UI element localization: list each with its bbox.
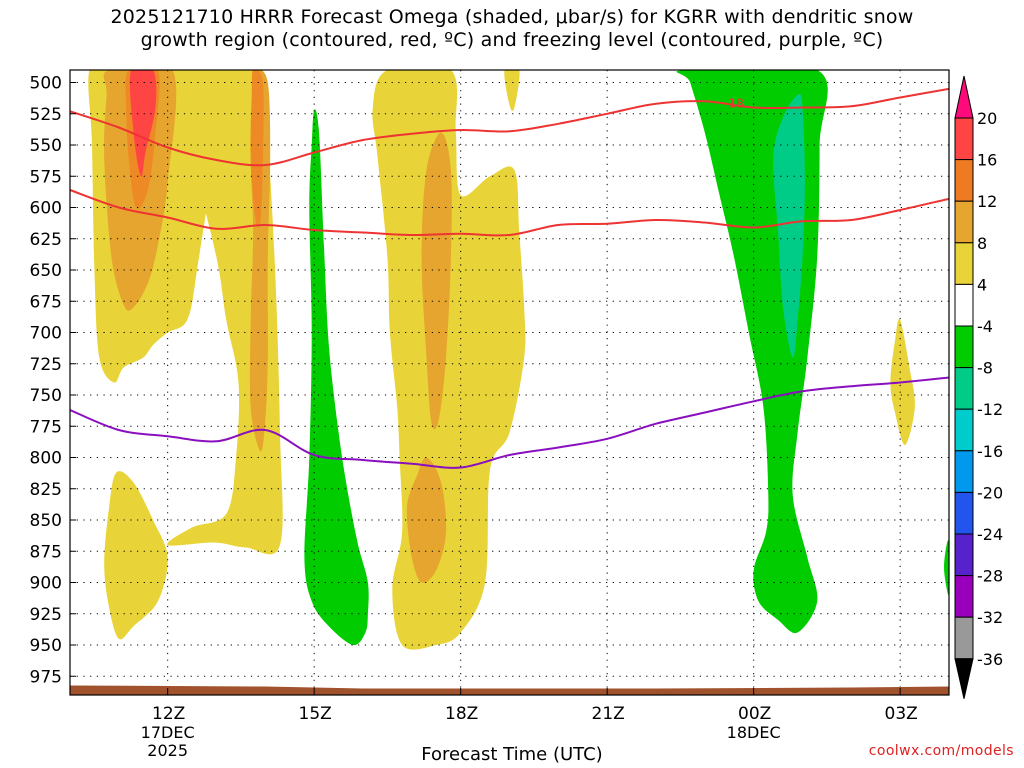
omega-region-neg4 [676,70,828,634]
colorbar-swatch [954,491,974,535]
colorbar-label: 16 [977,151,997,170]
y-tick-label: 850 [30,511,62,531]
dgz-top-contour [70,87,949,167]
colorbar-swatch [954,408,974,452]
x-tick-label: 15Z [299,704,332,724]
omega-region-neg4 [304,109,369,646]
colorbar-swatch [954,575,974,618]
y-tick-label: 775 [30,417,62,437]
chart-title: 2025121710 HRRR Forecast Omega (shaded, … [0,6,1024,52]
y-tick-label: 550 [30,136,62,156]
colorbar-swatch [954,200,974,244]
x-tick-label: 12Z [152,704,185,724]
colorbar-label: 20 [977,109,997,128]
colorbar-label: -8 [977,359,993,378]
colorbar-swatch [954,117,974,161]
colorbar: 20 16 12 8 4 -4 -8 -12 -16 -20 -24 -28 -32 -36 [954,75,1003,699]
y-tick-label: 825 [30,480,62,500]
omega-region-pos4 [104,471,168,640]
omega-region-pos8 [406,457,447,583]
colorbar-label: -28 [977,567,1003,586]
x-tick-date: 17DEC [141,723,195,742]
x-tick-date: 18DEC [727,723,781,742]
omega-region-neg4 [944,540,949,596]
colorbar-swatch [954,616,974,660]
ground-layer [70,685,949,695]
y-tick-label: 600 [30,199,62,219]
omega-region-pos8 [421,132,452,430]
x-tick-label: 18Z [445,704,478,724]
colorbar-top-triangle [954,75,974,119]
y-tick-label: 575 [30,167,62,187]
y-tick-label: 800 [30,449,62,469]
y-tick-label: 700 [30,324,62,344]
colorbar-bottom-triangle [954,658,974,699]
credit-text: coolwx.com/models [868,743,1014,759]
colorbar-label: -24 [977,525,1003,544]
y-tick-label: 750 [30,386,62,406]
dgz-contour-label: -18 [724,97,744,111]
chart-title-line1: 2025121710 HRRR Forecast Omega (shaded, … [110,6,914,28]
y-tick-label: 525 [30,105,62,125]
omega-region-pos4 [504,70,520,111]
omega-region-pos4 [372,70,526,650]
y-tick-label: 975 [30,667,62,687]
colorbar-swatch [954,242,974,285]
omega-region-pos12 [250,70,264,228]
y-tick-label: 925 [30,605,62,625]
ground-fill [70,685,949,695]
colorbar-label: 4 [977,275,987,294]
colorbar-swatch [954,367,974,410]
y-tick-label: 875 [30,542,62,562]
omega-region-neg8 [773,94,805,358]
y-tick-label: 725 [30,355,62,375]
y-tick-label: 675 [30,292,62,312]
x-tick-label: 03Z [885,704,918,724]
colorbar-label: -4 [977,317,993,336]
colorbar-label: 8 [977,234,987,253]
x-axis-title: Forecast Time (UTC) [421,744,603,765]
y-tick-label: 625 [30,230,62,250]
y-tick-label: 500 [30,74,62,94]
x-tick-year: 2025 [147,741,188,760]
colorbar-swatch [954,450,974,493]
colorbar-swatch [954,325,974,369]
y-tick-label: 900 [30,574,62,594]
omega-region-pos16 [129,70,157,177]
plot-frame [69,69,950,696]
colorbar-label: 12 [977,192,997,211]
colorbar-label: -32 [977,608,1003,627]
x-tick-label: 21Z [592,704,625,724]
chart-title-line2: growth region (contoured, red, ºC) and f… [140,29,884,51]
y-tick-label: 650 [30,261,62,281]
colorbar-swatch [954,159,974,202]
colorbar-label: -16 [977,442,1003,461]
y-axis: 500 525 550 575 600 625 650 675 700 725 750 775 800 8… [30,74,76,687]
colorbar-label: -12 [977,400,1003,419]
omega-shading [88,70,949,650]
colorbar-swatch [954,283,974,327]
contour-lines: -18 [70,87,949,469]
freezing-level-contour [70,376,949,469]
colorbar-label: -36 [977,650,1003,669]
x-tick-label: 00Z [738,704,771,724]
dgz-bottom-contour [70,189,949,237]
y-tick-label: 950 [30,636,62,656]
colorbar-label: -20 [977,483,1003,502]
colorbar-swatch [954,533,974,577]
